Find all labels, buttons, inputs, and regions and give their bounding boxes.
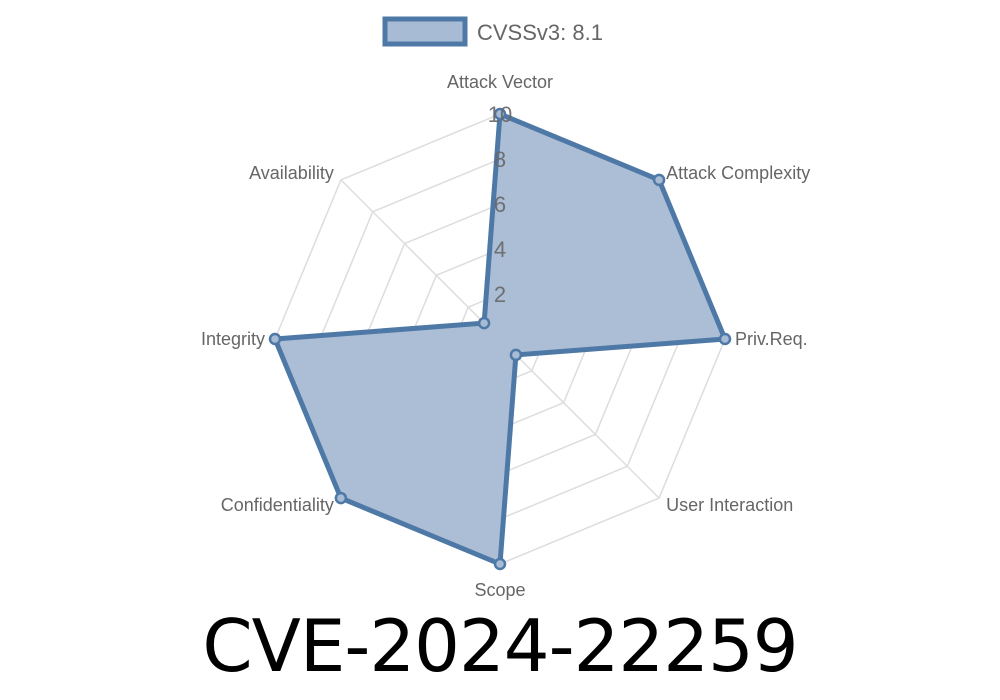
data-point [334, 491, 348, 505]
axis-label: User Interaction [666, 495, 793, 515]
data-point [493, 557, 507, 571]
data-point [509, 348, 523, 362]
axis-label: Availability [249, 163, 334, 183]
data-point [477, 316, 491, 330]
data-point [652, 173, 666, 187]
axis-label: Integrity [201, 329, 265, 349]
grid-spoke [340, 179, 501, 340]
tick-label: 8 [494, 147, 506, 172]
data-point [268, 332, 282, 346]
tick-label: 6 [494, 192, 506, 217]
axis-label: Scope [474, 580, 525, 600]
axis-label: Priv.Req. [735, 329, 808, 349]
tick-label: 2 [494, 282, 506, 307]
grid-spoke [499, 338, 660, 499]
axis-label: Attack Vector [447, 72, 553, 92]
data-point [493, 107, 507, 121]
axis-label: Confidentiality [221, 495, 334, 515]
tick-label: 10 [488, 102, 512, 127]
tick-label: 4 [494, 237, 506, 262]
legend: CVSSv3: 8.1 [382, 16, 603, 47]
legend-label: CVSSv3: 8.1 [477, 20, 603, 45]
legend-swatch [382, 16, 468, 47]
data-point [718, 332, 732, 346]
cve-title: CVE-2024-22259 [202, 604, 798, 688]
axis-label: Attack Complexity [666, 163, 810, 183]
